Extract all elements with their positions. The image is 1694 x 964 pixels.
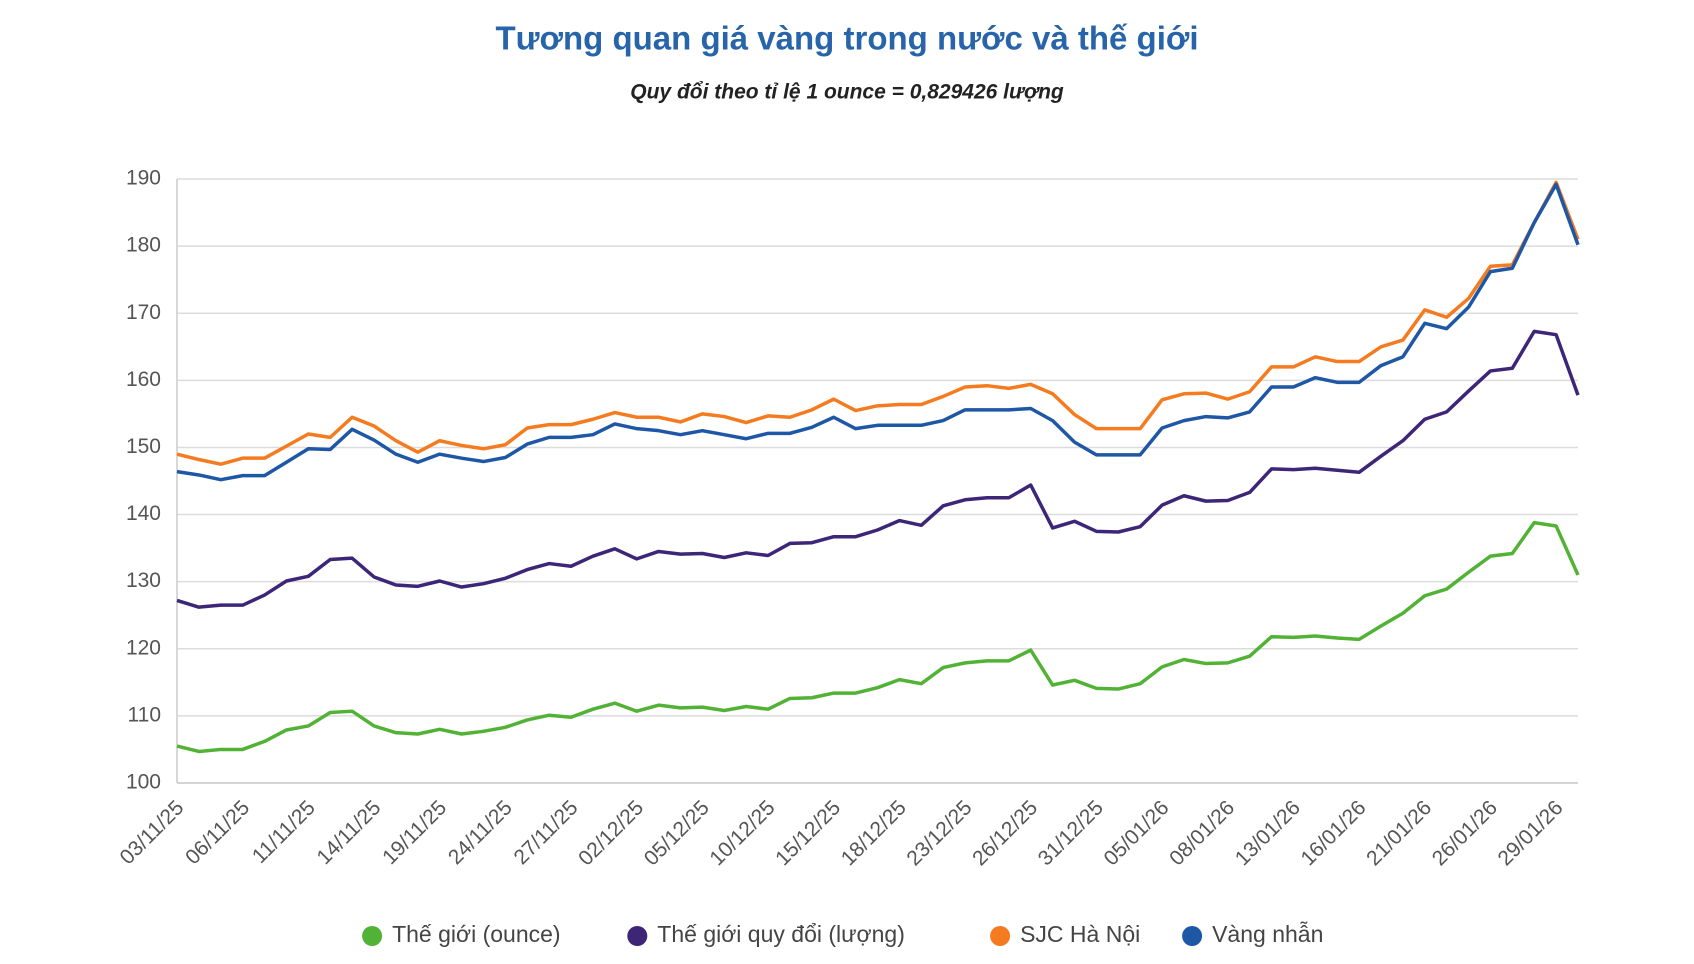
x-tick-label: 31/12/25 bbox=[1034, 796, 1108, 870]
y-tick-label: 120 bbox=[126, 636, 161, 659]
y-tick-label: 130 bbox=[126, 569, 161, 592]
x-tick-label: 06/11/25 bbox=[181, 796, 254, 869]
series-line bbox=[176, 180, 1580, 466]
legend-label: Vàng nhẫn bbox=[1212, 921, 1323, 947]
series-line bbox=[176, 182, 1580, 482]
x-tick-label: 19/11/25 bbox=[378, 796, 451, 869]
series-line bbox=[176, 520, 1580, 754]
x-tick-label: 24/11/25 bbox=[444, 796, 517, 869]
series-line bbox=[176, 329, 1580, 609]
x-tick-label: 26/01/26 bbox=[1428, 796, 1502, 870]
y-tick-label: 190 bbox=[126, 167, 161, 190]
y-tick-label: 100 bbox=[126, 771, 161, 794]
legend-label: Thế giới (ounce) bbox=[392, 921, 560, 947]
x-tick-label: 14/11/25 bbox=[313, 796, 386, 869]
y-tick-label: 150 bbox=[126, 435, 161, 458]
y-tick-label: 180 bbox=[126, 234, 161, 257]
x-tick-label: 05/01/26 bbox=[1099, 796, 1173, 870]
x-tick-label: 16/01/26 bbox=[1296, 796, 1370, 870]
x-tick-label: 10/12/25 bbox=[705, 796, 779, 870]
legend-marker bbox=[362, 926, 383, 946]
y-tick-label: 160 bbox=[126, 368, 161, 391]
legend-label: SJC Hà Nội bbox=[1020, 921, 1140, 947]
chart-title: Tương quan giá vàng trong nước và thế gi… bbox=[495, 20, 1198, 57]
x-tick-label: 02/12/25 bbox=[574, 796, 648, 870]
x-tick-label: 11/11/25 bbox=[248, 796, 320, 868]
x-tick-label: 26/12/25 bbox=[968, 796, 1042, 870]
x-tick-label: 21/01/26 bbox=[1362, 796, 1436, 870]
x-tick-label: 03/11/25 bbox=[115, 796, 188, 869]
x-tick-label: 29/01/26 bbox=[1493, 796, 1567, 870]
y-tick-label: 170 bbox=[126, 301, 161, 324]
chart-subtitle: Quy đổi theo tỉ lệ 1 ounce = 0,829426 lư… bbox=[630, 81, 1064, 104]
y-tick-label: 140 bbox=[126, 502, 161, 525]
legend-marker bbox=[990, 926, 1011, 946]
y-tick-label: 110 bbox=[128, 703, 161, 726]
x-tick-label: 23/12/25 bbox=[902, 796, 976, 870]
x-tick-label: 13/01/26 bbox=[1231, 796, 1305, 870]
x-tick-label: 15/12/25 bbox=[771, 796, 845, 870]
x-tick-label: 08/01/26 bbox=[1165, 796, 1239, 870]
x-tick-label: 27/11/25 bbox=[510, 796, 583, 869]
legend-marker bbox=[1182, 926, 1203, 946]
x-tick-label: 05/12/25 bbox=[640, 796, 714, 870]
legend-label: Thế giới quy đổi (lượng) bbox=[657, 921, 905, 947]
legend-marker bbox=[627, 926, 648, 946]
x-tick-label: 18/12/25 bbox=[837, 796, 911, 870]
